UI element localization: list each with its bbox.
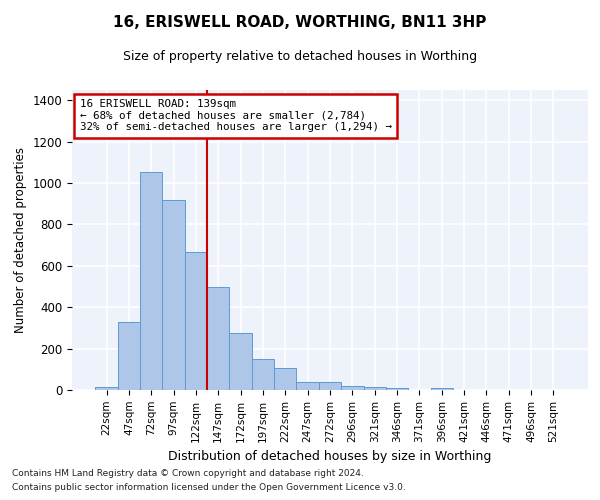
X-axis label: Distribution of detached houses by size in Worthing: Distribution of detached houses by size … [169, 450, 491, 463]
Bar [185, 252, 207, 390]
Bar [163, 200, 185, 390]
Y-axis label: Number of detached properties: Number of detached properties [14, 147, 27, 333]
Bar [140, 172, 163, 390]
Bar [118, 322, 140, 390]
Text: Size of property relative to detached houses in Worthing: Size of property relative to detached ho… [123, 50, 477, 63]
Bar [207, 286, 229, 390]
Text: Contains HM Land Registry data © Crown copyright and database right 2024.: Contains HM Land Registry data © Crown c… [12, 468, 364, 477]
Text: Contains public sector information licensed under the Open Government Licence v3: Contains public sector information licen… [12, 484, 406, 492]
Bar [364, 387, 386, 390]
Bar [296, 382, 319, 390]
Bar [341, 386, 364, 390]
Bar [319, 382, 341, 390]
Bar [431, 388, 453, 390]
Text: 16, ERISWELL ROAD, WORTHING, BN11 3HP: 16, ERISWELL ROAD, WORTHING, BN11 3HP [113, 15, 487, 30]
Bar [252, 359, 274, 390]
Bar [229, 333, 252, 390]
Bar [386, 388, 408, 390]
Bar [274, 368, 296, 390]
Bar [95, 387, 118, 390]
Text: 16 ERISWELL ROAD: 139sqm
← 68% of detached houses are smaller (2,784)
32% of sem: 16 ERISWELL ROAD: 139sqm ← 68% of detach… [80, 99, 392, 132]
